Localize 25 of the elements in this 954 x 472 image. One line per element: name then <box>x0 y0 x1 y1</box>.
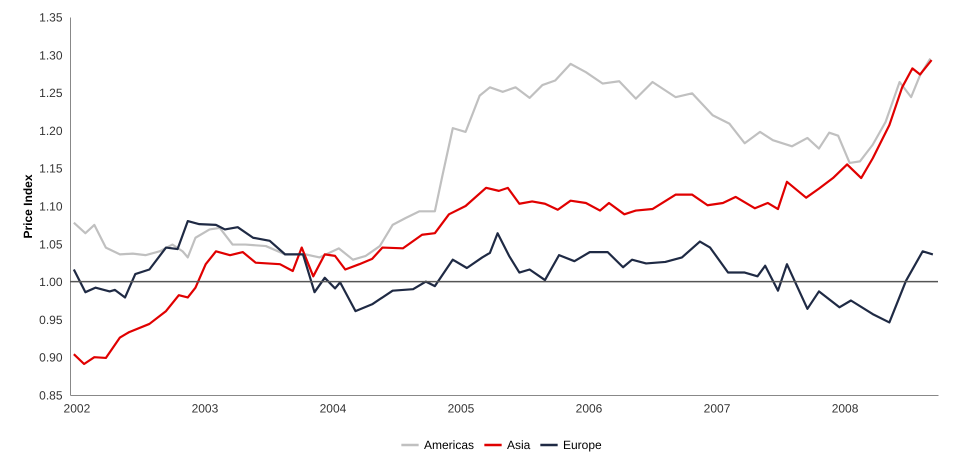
y-tick-label: 1.20 <box>39 124 63 138</box>
line-series <box>72 57 932 261</box>
y-tick-label: 0.85 <box>39 388 63 402</box>
x-tick-label: 2006 <box>576 402 603 416</box>
y-tick-label: 0.95 <box>39 312 63 327</box>
y-tick-label: 1.15 <box>39 162 63 176</box>
x-tick-label: 2007 <box>704 402 731 416</box>
x-tick-label: 2003 <box>192 402 219 416</box>
y-tick-label: 1.30 <box>39 48 63 62</box>
line-series <box>72 58 933 366</box>
legend-label: Americas <box>424 438 474 452</box>
y-axis-title: Price Index <box>21 174 36 239</box>
y-tick-label: 1.10 <box>39 200 63 214</box>
y-tick-label: 1.35 <box>39 10 63 24</box>
y-tick-label: 1.05 <box>39 237 63 252</box>
y-tick-label: 0.90 <box>39 350 63 365</box>
x-tick-label: 2008 <box>832 402 859 416</box>
legend-label: Europe <box>563 438 602 452</box>
line-series <box>72 220 934 324</box>
y-tick-label: 1.00 <box>39 275 63 290</box>
y-tick-label: 1.25 <box>39 86 63 100</box>
x-tick-label: 2002 <box>64 402 91 416</box>
x-tick-label: 2005 <box>448 402 475 416</box>
legend-label: Asia <box>507 438 531 452</box>
x-tick-label: 2004 <box>320 402 347 416</box>
